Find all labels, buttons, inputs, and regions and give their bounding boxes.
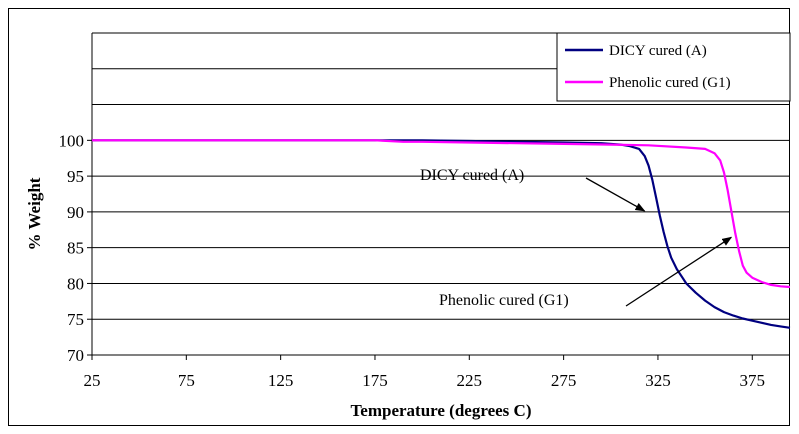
x-tick-label-175: 175 [362,371,388,390]
axes-layer: 70 75 80 85 90 95 100 25 75 125 175 225 275 325 375 [59,33,790,390]
x-tick-label-225: 225 [457,371,483,390]
legend: DICY cured (A) Phenolic cured (G1) [556,32,791,102]
y-tick-label-80: 80 [67,274,84,293]
annotation-arrow-phenolic [625,236,733,307]
y-tick-label-100: 100 [59,131,85,150]
y-axis-title: % Weight [25,177,44,250]
series-line-0 [92,139,791,329]
annotation-label-phenolic: Phenolic cured (G1) [439,292,569,309]
x-tick-label-375: 375 [740,371,766,390]
x-tick-label-275: 275 [551,371,577,390]
x-tick-label-25: 25 [84,371,101,390]
x-tick-label-325: 325 [645,371,671,390]
annotation-layer: DICY cured (A) Phenolic cured (G1) [420,167,733,309]
y-tick-label-85: 85 [67,239,84,258]
x-tick-label-75: 75 [178,371,195,390]
x-axis-title: Temperature (degrees C) [351,401,532,420]
y-tick-label-90: 90 [67,203,84,222]
legend-box [556,32,791,102]
annotation-arrow-dicy [585,177,646,212]
y-tick-label-75: 75 [67,310,84,329]
y-tick-label-70: 70 [67,346,84,365]
annotation-label-dicy: DICY cured (A) [420,167,524,184]
series-layer [92,139,791,329]
legend-label-0: DICY cured (A) [609,43,707,59]
series-line-1 [92,139,791,289]
y-tick-label-95: 95 [67,167,84,186]
x-tick-label-125: 125 [268,371,294,390]
legend-label-1: Phenolic cured (G1) [609,75,731,91]
